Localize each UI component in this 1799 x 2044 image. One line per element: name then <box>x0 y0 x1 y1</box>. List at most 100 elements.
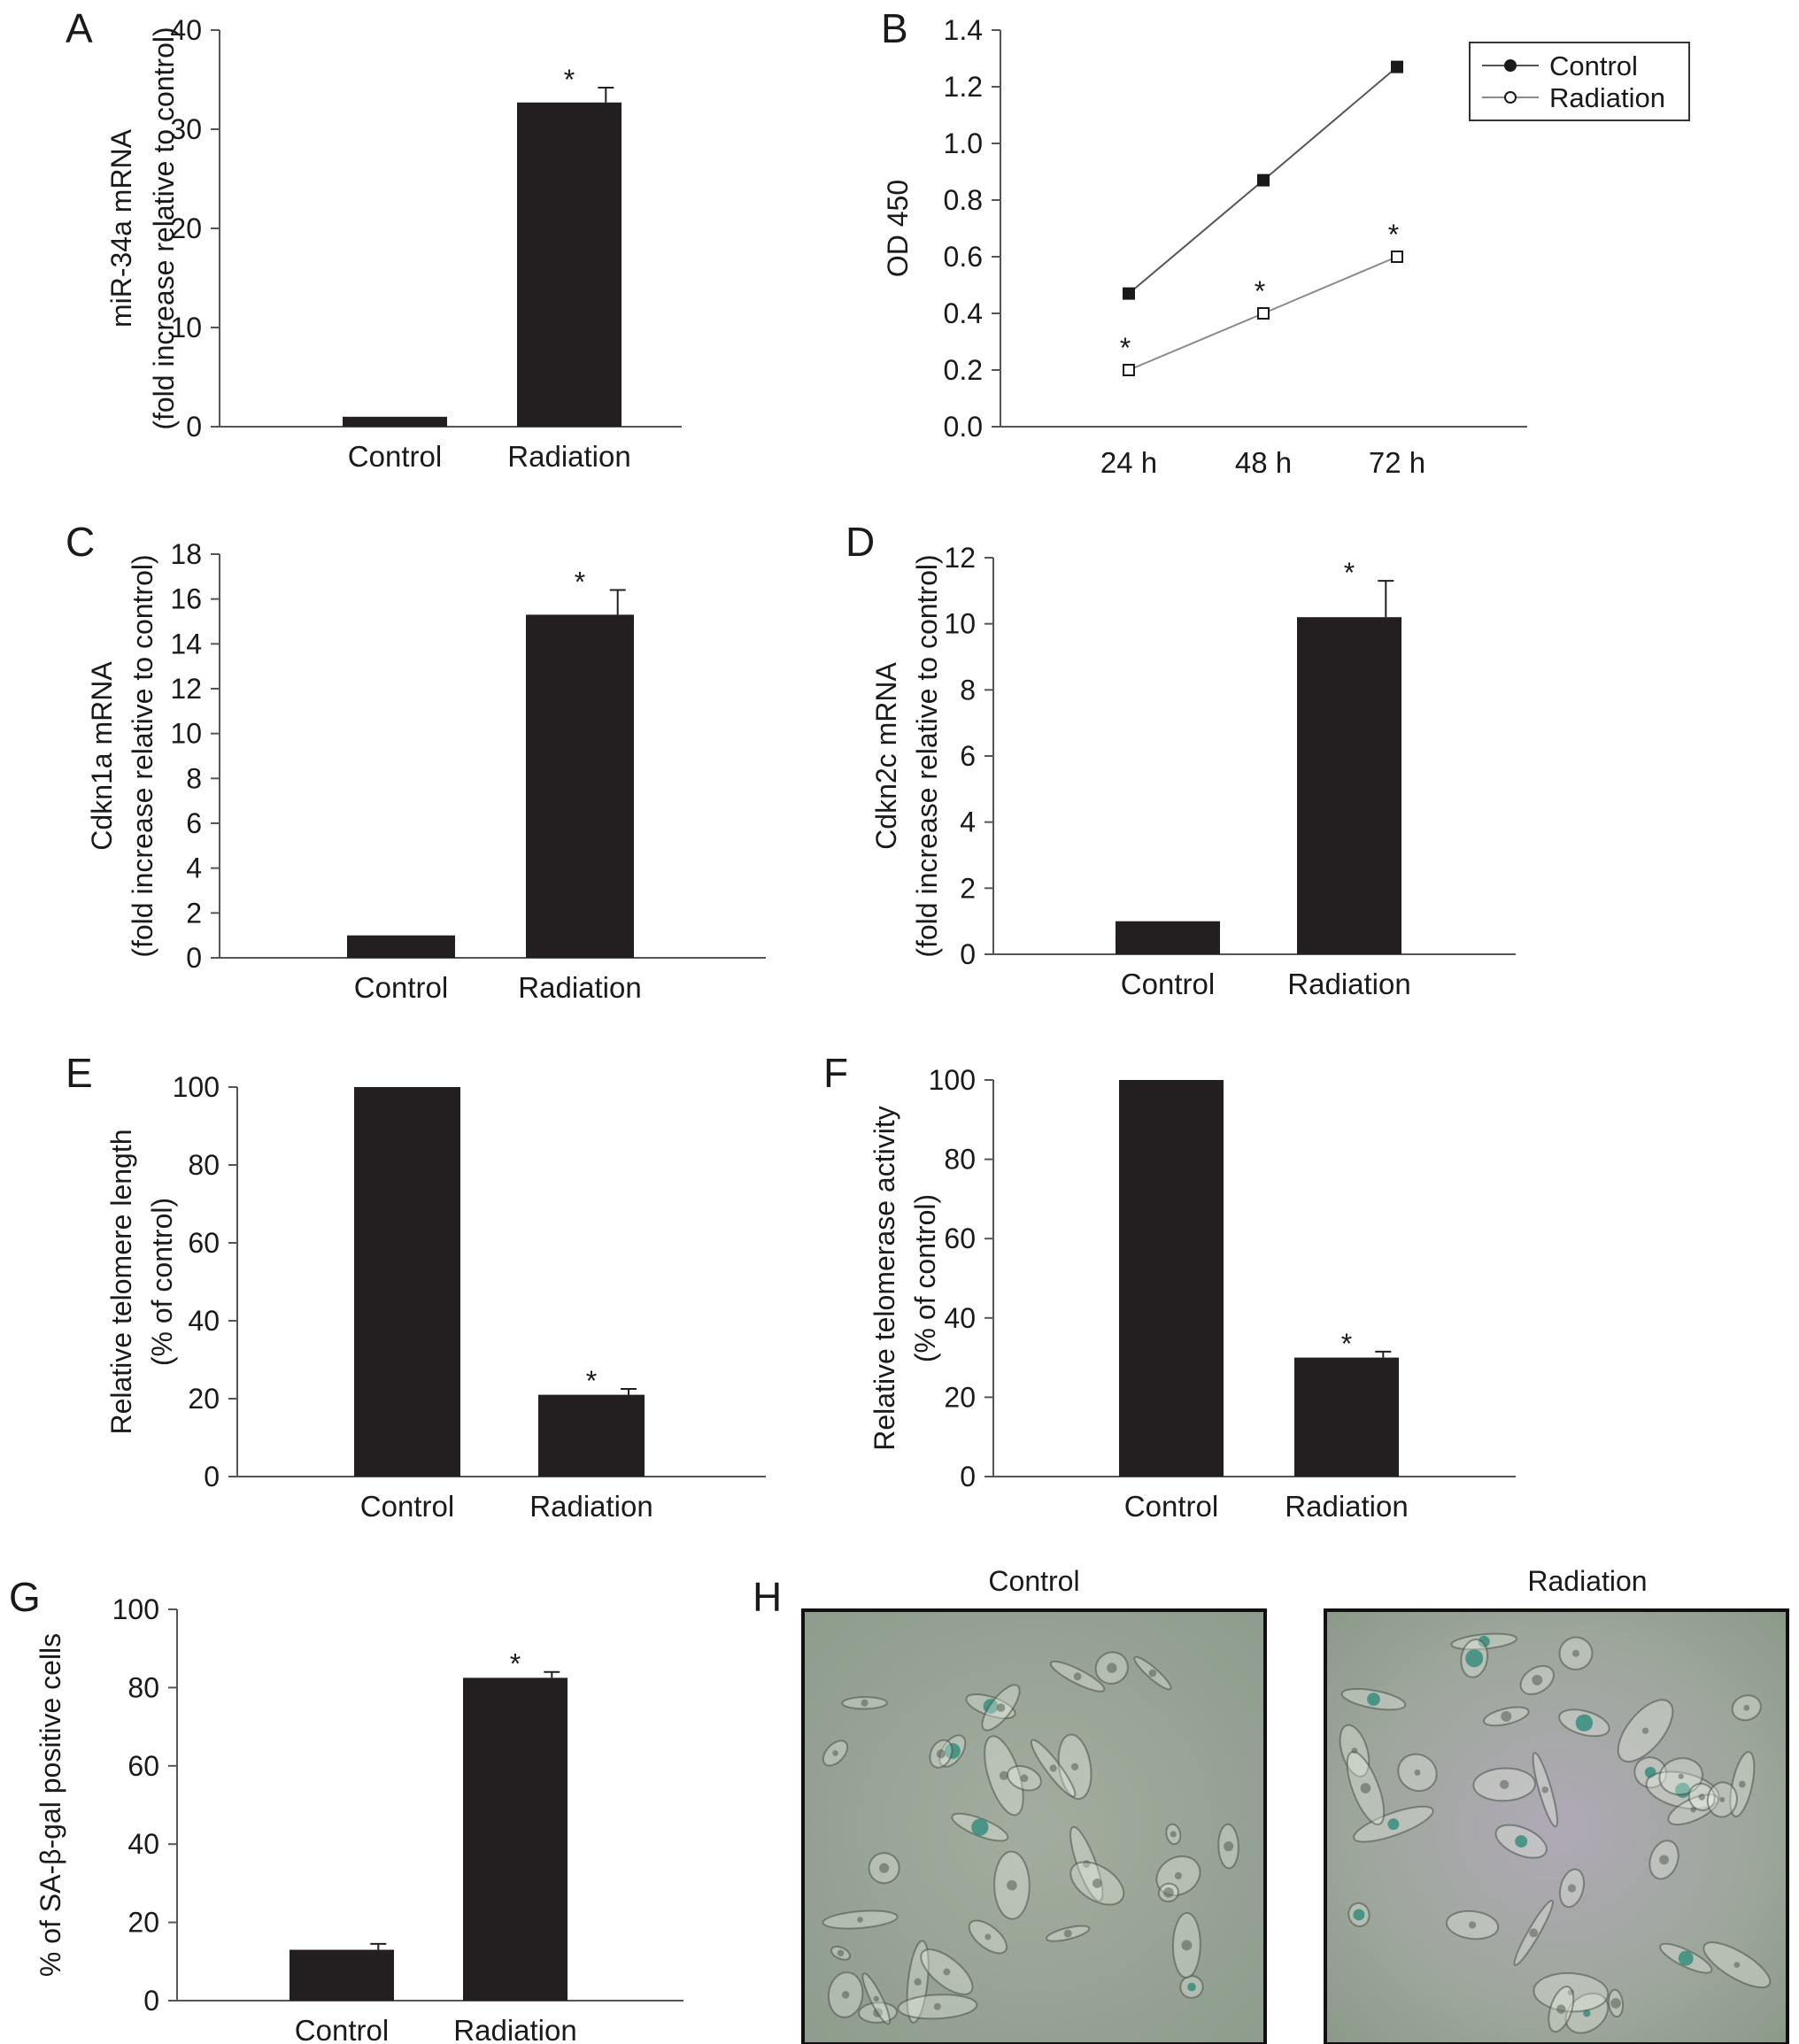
y-axis-label: (fold increase relative to control) <box>911 554 943 957</box>
y-tick-label: 1.2 <box>944 71 983 103</box>
cell-shape <box>906 1940 930 2024</box>
y-axis-label: (fold increase relative to control) <box>127 554 158 957</box>
chart-panel-c: 0 2 4 6 8 10 12 14 16 18 Cdkn1a mRNA (fold increase… <box>86 538 766 1004</box>
cell-nucleus <box>1678 1773 1684 1779</box>
y-tick-label: 1.0 <box>944 127 983 159</box>
stained-nucleus <box>1353 1909 1365 1921</box>
panel-letter-h: H <box>753 1574 782 1620</box>
cell-nucleus <box>1571 1649 1579 1657</box>
y-tick-label: 40 <box>127 1828 159 1860</box>
cell-nucleus <box>1738 1780 1746 1788</box>
cell-shape <box>868 1852 900 1885</box>
cell-shape <box>920 1948 974 1995</box>
y-tick-label: 6 <box>960 740 976 772</box>
chart-panel-g: 0 20 40 60 80 100 % of SA-β-gal positive cells… <box>35 1593 683 2044</box>
panel-letters: A B C D E F G H <box>9 5 908 1620</box>
y-axis-label: OD 450 <box>882 180 914 277</box>
bar-control <box>343 416 447 427</box>
cell-nucleus <box>1532 1674 1543 1685</box>
micrograph-panel-h: Control Radiation <box>801 1565 1789 2044</box>
cell-shape <box>822 1739 849 1767</box>
y-tick-label: 14 <box>170 628 202 659</box>
cell-shape <box>1519 1664 1555 1695</box>
cell-nucleus <box>996 1703 1006 1712</box>
cell-shape <box>830 1945 852 1961</box>
bar-radiation <box>1294 1357 1399 1477</box>
stained-nucleus <box>1575 1714 1594 1732</box>
y-tick-label: 2 <box>186 897 202 929</box>
micrograph-radiation <box>1324 1608 1789 2044</box>
cell-nucleus <box>1092 1878 1102 1888</box>
x-category-label: Radiation <box>1285 1490 1408 1523</box>
x-category-label: Control <box>1121 968 1215 1000</box>
cell-nucleus <box>1698 1793 1706 1801</box>
cell-shape <box>1057 1733 1093 1801</box>
cell-shape <box>1133 1655 1172 1691</box>
bar-radiation <box>526 614 634 958</box>
cell-nucleus <box>1360 1783 1371 1793</box>
y-tick-label: 0 <box>143 1985 159 2017</box>
cell-shape <box>1157 1882 1179 1903</box>
cell-shape <box>1397 1753 1438 1793</box>
y-tick-label: 10 <box>170 718 202 750</box>
cell-nucleus <box>1733 1962 1741 1969</box>
panel-letter-f: F <box>823 1050 848 1096</box>
significance-star: * <box>1120 332 1131 364</box>
y-tick-label: 40 <box>170 14 202 46</box>
cell-shape <box>1446 1909 1500 1940</box>
x-category-label: 72 h <box>1369 446 1425 479</box>
x-category-label: Control <box>1124 1490 1218 1523</box>
stained-nucleus <box>971 1818 989 1836</box>
significance-star: * <box>586 1365 597 1397</box>
cell-nucleus <box>1659 1855 1669 1865</box>
cell-shape <box>1617 1699 1674 1762</box>
cell-nucleus <box>1063 1929 1072 1938</box>
y-tick-label: 0.8 <box>944 184 983 216</box>
y-tick-label: 80 <box>188 1149 220 1181</box>
y-tick-label: 60 <box>188 1227 220 1259</box>
cell-nucleus <box>879 1863 890 1873</box>
cell-nucleus <box>1007 1879 1017 1891</box>
data-point-control <box>1391 60 1403 73</box>
y-tick-label: 0 <box>186 411 202 443</box>
stained-nucleus <box>1478 1635 1490 1647</box>
y-tick-label: 20 <box>170 212 202 244</box>
cell-nucleus <box>1610 1998 1621 2009</box>
cell-nucleus <box>1107 1662 1117 1673</box>
micrograph-title-control: Control <box>988 1565 1079 1597</box>
legend-marker-radiation <box>1504 91 1517 104</box>
y-tick-label: 8 <box>186 762 202 794</box>
y-tick-label: 12 <box>944 542 976 574</box>
y-tick-label: 80 <box>127 1671 159 1703</box>
cell-nucleus <box>1174 1871 1183 1880</box>
chart-panel-b: 0.0 0.2 0.4 0.6 0.8 1.0 1.2 1.4 OD 450 24 h 48 h 72… <box>882 14 1690 479</box>
chart-panel-d: 0 2 4 6 8 10 12 Cdkn2c mRNA (fold increase relat… <box>870 542 1516 1000</box>
y-tick-label: 16 <box>170 583 202 615</box>
y-tick-label: 30 <box>170 113 202 145</box>
y-tick-label: 4 <box>960 806 976 838</box>
cell-shape <box>1731 1694 1762 1722</box>
cell-nucleus <box>1641 1727 1649 1734</box>
y-axis-label: (% of control) <box>146 1198 178 1366</box>
legend-box <box>1469 42 1690 121</box>
y-tick-label: 100 <box>112 1593 159 1625</box>
stained-nucleus <box>1187 1982 1196 1992</box>
y-tick-label: 0.6 <box>944 241 983 273</box>
panel-letter-g: G <box>9 1574 41 1620</box>
bar-control <box>354 1087 460 1477</box>
y-tick-label: 18 <box>170 538 202 570</box>
cell-nucleus <box>841 1991 850 1999</box>
x-category-label: Radiation <box>529 1490 652 1523</box>
cell-shape <box>1513 1899 1554 1966</box>
y-tick-label: 0.4 <box>944 297 983 329</box>
x-category-label: Radiation <box>453 2014 576 2044</box>
micrograph-control-cells <box>822 1651 1239 2025</box>
significance-star: * <box>1388 219 1399 251</box>
y-tick-label: 40 <box>188 1305 220 1337</box>
cell-shape <box>1702 1941 1772 1989</box>
micrograph-title-radiation: Radiation <box>1527 1565 1647 1597</box>
cell-shape <box>1165 1823 1182 1846</box>
y-tick-label: 12 <box>170 673 202 705</box>
cell-nucleus <box>936 1749 946 1759</box>
